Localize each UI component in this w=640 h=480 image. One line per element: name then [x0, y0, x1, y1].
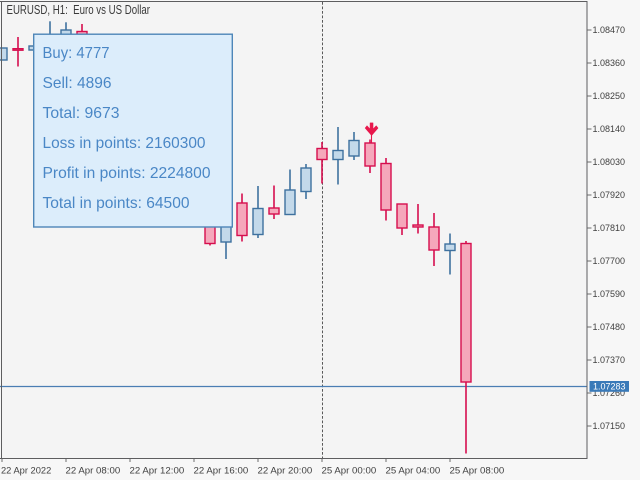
svg-text:1.08360: 1.08360	[593, 58, 626, 68]
svg-text:Loss in points: 2160300: Loss in points: 2160300	[43, 135, 206, 152]
svg-text:1.07370: 1.07370	[593, 355, 626, 365]
svg-text:Profit in points: 2224800: Profit in points: 2224800	[43, 165, 211, 182]
svg-text:22 Apr 20:00: 22 Apr 20:00	[258, 465, 313, 476]
svg-text:1.08470: 1.08470	[593, 25, 626, 35]
svg-text:Sell: 4896: Sell: 4896	[43, 75, 112, 92]
svg-text:22 Apr 2022: 22 Apr 2022	[1, 465, 51, 476]
svg-text:25 Apr 04:00: 25 Apr 04:00	[386, 465, 441, 476]
svg-text:1.07480: 1.07480	[593, 322, 626, 332]
svg-text:22 Apr 12:00: 22 Apr 12:00	[130, 465, 185, 476]
svg-text:22 Apr 08:00: 22 Apr 08:00	[66, 465, 121, 476]
svg-text:1.08030: 1.08030	[593, 157, 626, 167]
svg-text:EURUSD, H1: Euro vs US Dollar: EURUSD, H1: Euro vs US Dollar	[7, 3, 151, 17]
svg-text:1.07810: 1.07810	[593, 223, 626, 233]
svg-text:1.07700: 1.07700	[593, 256, 626, 266]
svg-text:1.07920: 1.07920	[593, 190, 626, 200]
svg-text:25 Apr 00:00: 25 Apr 00:00	[322, 465, 377, 476]
svg-text:Total: 9673: Total: 9673	[43, 105, 120, 122]
svg-text:1.07283: 1.07283	[593, 382, 626, 392]
svg-text:1.08250: 1.08250	[593, 91, 626, 101]
svg-text:25 Apr 08:00: 25 Apr 08:00	[450, 465, 505, 476]
svg-text:1.07590: 1.07590	[593, 289, 626, 299]
svg-text:1.08140: 1.08140	[593, 124, 626, 134]
svg-text:Buy: 4777: Buy: 4777	[43, 45, 110, 62]
svg-text:Total in points: 64500: Total in points: 64500	[43, 195, 190, 212]
svg-text:1.07260: 1.07260	[593, 388, 626, 398]
svg-text:22 Apr 16:00: 22 Apr 16:00	[194, 465, 249, 476]
svg-text:1.07150: 1.07150	[593, 421, 626, 431]
